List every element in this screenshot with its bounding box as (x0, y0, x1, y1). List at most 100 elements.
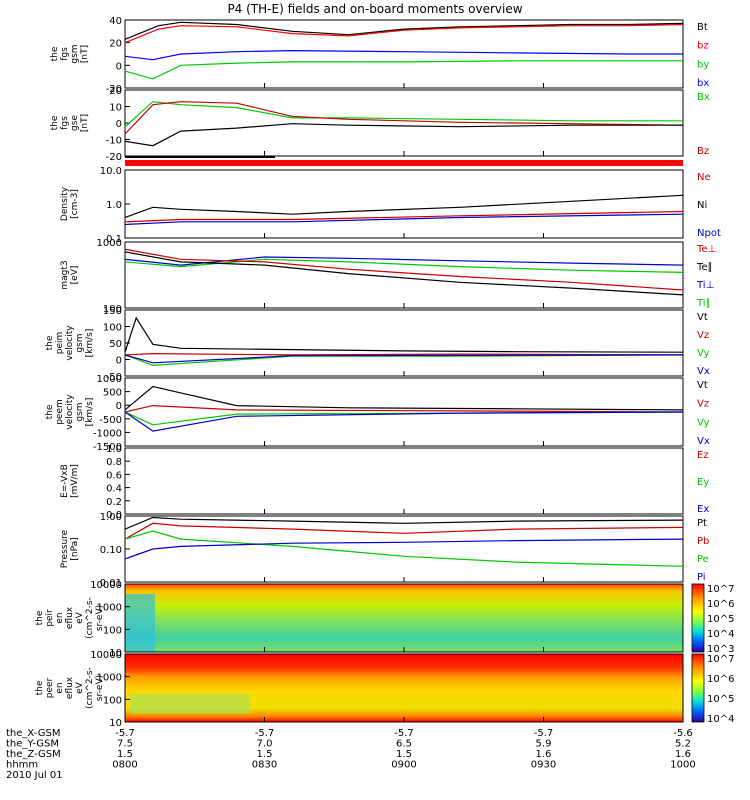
series-line-Pe (124, 530, 684, 567)
y-axis-label: sr-eV) (95, 605, 105, 631)
y-axis-label: [cm-3] (70, 189, 80, 219)
ephemeris-label: the_X-GSM (6, 728, 60, 739)
ephemeris-value: 1.5 (257, 749, 273, 760)
ephemeris-label: 2010 Jul 01 (6, 770, 63, 781)
ephemeris-value: -5.7 (394, 728, 414, 739)
y-tick-label: 10000 (90, 650, 122, 661)
colorbar-tick-label: 10^4 (707, 629, 734, 640)
ephemeris-label: the_Z-GSM (6, 749, 61, 760)
y-axis-label: the (35, 680, 45, 695)
y-axis-label: peem (55, 399, 65, 425)
series-line-Ti∥ (124, 258, 684, 273)
y-tick-label: 20 (109, 39, 122, 50)
y-axis-label: velocity (65, 394, 75, 430)
ephemeris-value: 1.6 (675, 749, 691, 760)
y-axis-label: [nT] (80, 45, 90, 63)
y-axis-label: the (50, 115, 60, 130)
y-tick-label: -1500 (93, 442, 122, 453)
mode-status-indicator (125, 156, 275, 158)
y-tick-label: 0 (116, 61, 122, 72)
legend-item: Pe (697, 554, 709, 565)
legend-item: Bt (697, 22, 708, 33)
spectrogram-body (125, 584, 683, 652)
y-tick-label: 1.0 (106, 200, 122, 211)
y-tick-label: 0 (116, 401, 122, 412)
series-line-bz (124, 23, 684, 44)
series-line-Bt (124, 21, 684, 40)
legend-item: bz (697, 41, 709, 52)
ephemeris-value: -5.7 (255, 728, 275, 739)
ephemeris-value: 1.5 (396, 749, 412, 760)
legend-item: Ti∥ (696, 298, 711, 309)
legend-item: Ni (697, 200, 707, 211)
ephemeris-value: -5.7 (534, 728, 554, 739)
colorbar (691, 583, 705, 653)
y-tick-label: 0.0 (106, 510, 122, 521)
y-tick-label: 10000 (90, 580, 122, 591)
y-axis-label: (cm^2-s- (85, 597, 95, 639)
legend-item: Bx (697, 92, 710, 103)
ephemeris-value: 1000 (670, 760, 695, 771)
legend-item: Ey (697, 477, 709, 488)
series-line-Vz (124, 352, 684, 356)
ephemeris-value: 0830 (252, 760, 277, 771)
y-axis-label: [km/s] (85, 398, 95, 427)
y-tick-label: 10 (109, 718, 122, 729)
y-axis-label: the (45, 404, 55, 419)
colorbar-tick-label: 10^3 (707, 644, 734, 655)
ephemeris-value: 0900 (391, 760, 416, 771)
series-line-by (124, 60, 683, 80)
y-tick-label: 0.4 (106, 484, 122, 495)
mode-status-bar (125, 160, 683, 166)
legend-item: Ez (697, 450, 709, 461)
colorbar-tick-label: 10^7 (707, 584, 734, 595)
ephemeris-value: 1.5 (117, 749, 133, 760)
colorbar-tick-label: 10^6 (707, 599, 734, 610)
y-tick-label: -1000 (93, 428, 122, 439)
panel-pressure: 1.00 0.10 0.01 Pressure [nPa] Pt Pb Pe Pi (60, 512, 709, 589)
legend-item: by (697, 59, 709, 70)
panel-fgs_gse_tbp: 20 10 0 -10 -20 the fgs gse [nT] Bx Bz (50, 86, 710, 163)
panel-efield: 1.0 0.8 0.6 0.4 0.2 0.0 E=-VxB [mV/m] Ez Ey Ex (60, 444, 709, 521)
panel-peer_eflux: 10^7 10^6 10^5 10^4 10000 1000 100 10 the peer en e… (35, 650, 734, 729)
y-tick-label: -20 (106, 84, 122, 95)
spectrogram-early-region (125, 594, 155, 652)
y-axis-label: fgs (60, 47, 70, 61)
y-tick-label: 1.0 (106, 444, 122, 455)
y-tick-label: 150 (103, 306, 122, 317)
y-axis-label: eflux (65, 606, 75, 629)
spectrogram-early-region (130, 694, 250, 714)
colorbar-tick-label: 10^7 (707, 654, 734, 665)
y-axis-label: [km/s] (85, 329, 95, 358)
ephemeris-value: 5.9 (536, 739, 552, 750)
series-line-Vx (124, 411, 684, 432)
series-line-Bx (124, 101, 683, 128)
colorbar-tick-label: 10^5 (707, 614, 734, 625)
series-line-Bz (124, 101, 684, 135)
y-tick-label: 0.01 (100, 578, 122, 589)
panel-peir_eflux: 10^7 10^6 10^5 10^4 10^3 10000 1000 100 10 the pei… (35, 580, 734, 659)
legend-item: Ti⊥ (696, 280, 714, 291)
y-tick-label: 10.0 (100, 166, 122, 177)
panel-frame (124, 169, 684, 239)
series-line-Vz (124, 404, 684, 413)
y-tick-label: 10 (109, 648, 122, 659)
y-tick-label: 0 (116, 356, 122, 367)
y-tick-label: 0 (116, 119, 122, 130)
ephemeris-value: 7.0 (257, 739, 273, 750)
legend-item: Vx (697, 436, 710, 447)
y-tick-label: -500 (99, 415, 122, 426)
y-axis-label: velocity (65, 325, 75, 361)
panel-peem_velocity: 1000 500 0 -500 -1000 -1500 the peem velocity gsm… (45, 374, 710, 453)
y-tick-label: 0.8 (106, 457, 122, 468)
panel-frame (124, 515, 684, 583)
y-tick-label: 100 (103, 695, 122, 706)
series-line-Pb (124, 522, 684, 540)
legend-item: Vt (697, 380, 708, 391)
y-axis-label: magt3 (60, 260, 70, 289)
ephemeris-value: 6.5 (396, 739, 412, 750)
y-axis-label: sr-eV) (95, 675, 105, 701)
series-line-Pt (124, 516, 684, 530)
